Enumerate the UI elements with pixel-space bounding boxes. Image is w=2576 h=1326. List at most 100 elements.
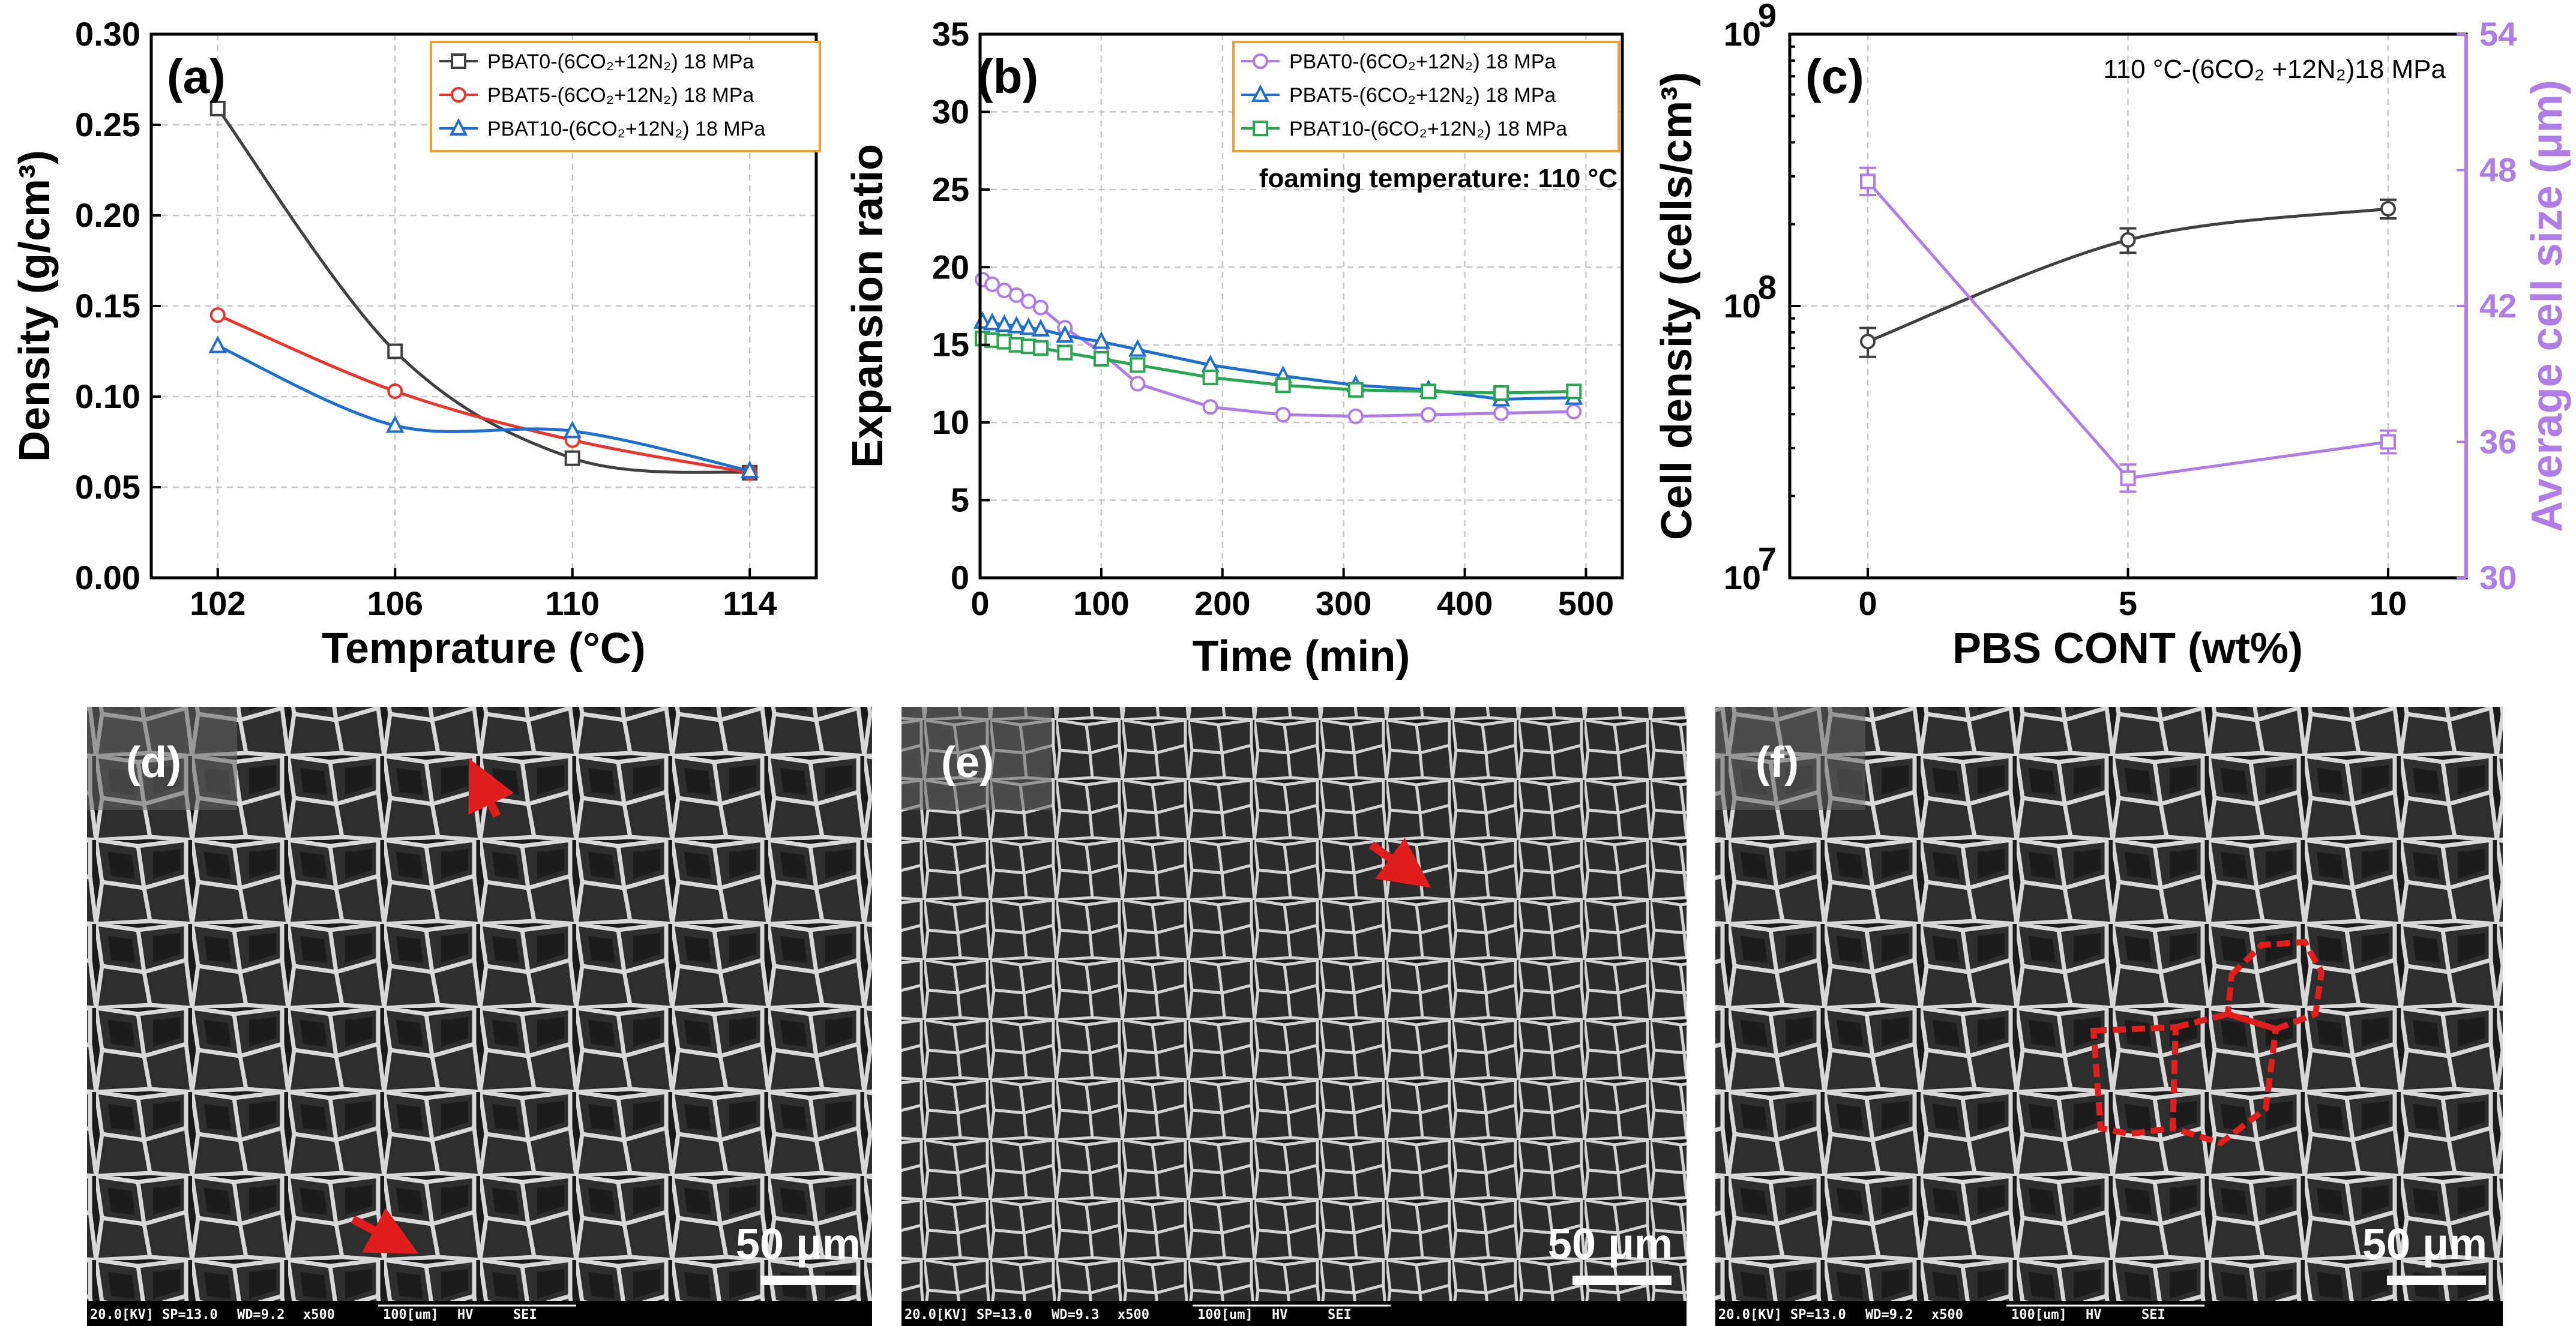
sem-info-d-1: SP=13.0 xyxy=(162,1307,218,1322)
b-series-0-point xyxy=(1275,407,1291,423)
c-series-0-point xyxy=(1860,334,1876,350)
b-series-0-point xyxy=(1032,299,1049,316)
sem-label-f: (f) xyxy=(1756,739,1799,787)
c-y2tick-label: 48 xyxy=(2479,151,2517,189)
sem-info-d-3: x500 xyxy=(303,1307,335,1322)
scale-bar-label-f: 50 μm xyxy=(2362,1220,2487,1268)
b-legend-label-2: PBAT10-(6CO₂+12N₂) 18 MPa xyxy=(1289,118,1567,140)
chart-a-legend: PBAT0-(6CO₂+12N₂) 18 MPa PBAT5-(6CO₂+12N₂… xyxy=(430,41,821,152)
sem-label-d: (d) xyxy=(126,739,181,787)
scale-bar-e xyxy=(1572,1276,1672,1285)
c-ytick-label: 10 xyxy=(1724,559,1761,596)
red-outline-cell-1 xyxy=(2090,1024,2179,1138)
c-ytick-exponent: 8 xyxy=(1758,268,1777,306)
sem-info-f-2: WD=9.2 xyxy=(1865,1307,1913,1322)
b-xtick-label: 100 xyxy=(1073,584,1129,622)
b-series-2-point xyxy=(1130,357,1146,373)
c-ytick-exponent: 7 xyxy=(1758,540,1777,578)
chart-a-panel-label: (a) xyxy=(167,50,226,103)
sem-info-f-0: 20.0[KV] xyxy=(1718,1307,1782,1322)
c-y2tick-label: 54 xyxy=(2479,15,2517,53)
b-series-2-point xyxy=(1202,370,1218,386)
b-series-2-point xyxy=(1057,344,1073,361)
a-series-2-point xyxy=(563,421,582,439)
b-series-2-point xyxy=(1032,340,1049,356)
b-ytick-label: 15 xyxy=(932,326,969,364)
b-series-1-point xyxy=(1092,331,1111,349)
c-ytick-label: 10 xyxy=(1724,287,1761,325)
sem-info-f-5: HV xyxy=(2086,1307,2102,1322)
chart-a-legend-box xyxy=(430,41,821,152)
a-xtick-label: 110 xyxy=(546,584,600,622)
b-legend-marker-1 xyxy=(1251,84,1270,102)
a-series-0-line xyxy=(216,107,750,475)
b-series-2-point xyxy=(1566,383,1582,400)
a-xtick-label: 114 xyxy=(723,584,777,622)
a-series-0-point xyxy=(387,343,403,359)
b-xtick-label: 500 xyxy=(1558,584,1614,622)
c-xtick-label: 10 xyxy=(2370,584,2407,622)
red-outline-cell-3 xyxy=(2224,938,2325,1033)
b-series-1-point xyxy=(1056,325,1074,343)
chart-c-series xyxy=(1859,166,2397,493)
b-series-0-point xyxy=(1347,408,1364,424)
b-legend-marker-0 xyxy=(1253,53,1268,69)
red-outline-cell-2 xyxy=(2169,1010,2280,1147)
sem-info-e-3: x500 xyxy=(1118,1307,1149,1322)
chart-c-xlabel: PBS CONT (wt%) xyxy=(1952,625,2303,673)
chart-b-annotation: foaming temperature: 110 °C xyxy=(1259,164,1618,193)
a-ytick-label: 0.25 xyxy=(75,106,140,143)
b-legend-label-1: PBAT5-(6CO₂+12N₂) 18 MPa xyxy=(1289,84,1556,107)
b-series-2-point xyxy=(1275,377,1291,394)
red-arrow-e xyxy=(1368,838,1431,888)
c-series-1-point xyxy=(2380,434,2396,450)
sem-info-e-4: 100[um] xyxy=(1197,1307,1253,1322)
chart-a-series xyxy=(208,100,759,481)
b-series-2-point xyxy=(1493,385,1509,401)
chart-c-y2label: Average cell size (μm) xyxy=(2523,80,2571,532)
a-series-1-point xyxy=(387,383,403,399)
scale-bar-label-e: 50 μm xyxy=(1548,1220,1673,1268)
b-series-0-point xyxy=(1020,293,1037,310)
a-series-2-point xyxy=(740,460,759,478)
chart-b-legend-box xyxy=(1232,41,1620,152)
b-legend-label-0: PBAT0-(6CO₂+12N₂) 18 MPa xyxy=(1289,50,1556,73)
c-series-0-point xyxy=(2120,232,2136,248)
sem-info-e-5: HV xyxy=(1272,1307,1288,1322)
sem-info-d-5: HV xyxy=(457,1307,474,1322)
b-series-1-point xyxy=(1019,317,1038,335)
chart-b-ticks: 0 100 200 300 400 500 0 5 10 15 20 25 30 35 xyxy=(932,15,1614,622)
b-ytick-label: 25 xyxy=(932,170,969,208)
b-series-0-point xyxy=(984,276,1001,292)
a-series-1-point xyxy=(209,307,226,323)
a-ytick-label: 0.15 xyxy=(75,287,140,325)
b-xtick-label: 400 xyxy=(1437,584,1493,622)
scale-bar-label-d: 50 μm xyxy=(736,1220,861,1268)
c-xtick-label: 5 xyxy=(2119,584,2137,622)
a-ytick-label: 0.30 xyxy=(75,15,140,53)
b-ytick-label: 35 xyxy=(932,15,969,53)
b-ytick-label: 20 xyxy=(932,248,969,286)
red-arrow-d2 xyxy=(351,1208,419,1254)
b-series-0-point xyxy=(1202,399,1218,415)
sem-info-d-2: WD=9.2 xyxy=(237,1307,284,1322)
b-series-1-point xyxy=(983,313,1002,331)
a-legend-label-0: PBAT0-(6CO₂+12N₂) 18 MPa xyxy=(487,50,754,73)
b-series-1-point xyxy=(1007,316,1026,334)
sem-label-e: (e) xyxy=(941,739,994,787)
a-ytick-label: 0.10 xyxy=(75,377,140,415)
chart-b-legend: PBAT0-(6CO₂+12N₂) 18 MPa PBAT5-(6CO₂+12N₂… xyxy=(1232,41,1620,152)
sem-label-bg-f xyxy=(1715,707,1865,810)
b-series-0-point xyxy=(1130,376,1146,392)
a-series-0-point xyxy=(209,100,226,116)
sem-info-f-1: SP=13.0 xyxy=(1790,1307,1846,1322)
sem-info-d-0: 20.0[KV] xyxy=(90,1307,154,1322)
b-ytick-label: 5 xyxy=(951,481,969,519)
chart-a-ticks: 102 106 110 114 0.00 0.05 0.10 0.15 0.20 0.25 0.30 xyxy=(75,15,777,622)
c-y2tick-label: 42 xyxy=(2479,287,2517,325)
c-ytick-label: 10 xyxy=(1724,15,1761,53)
sem-info-e-0: 20.0[KV] xyxy=(904,1307,968,1322)
chart-c-ylabel: Cell density (cells/cm³) xyxy=(1653,72,1701,540)
b-ytick-label: 0 xyxy=(951,559,969,596)
